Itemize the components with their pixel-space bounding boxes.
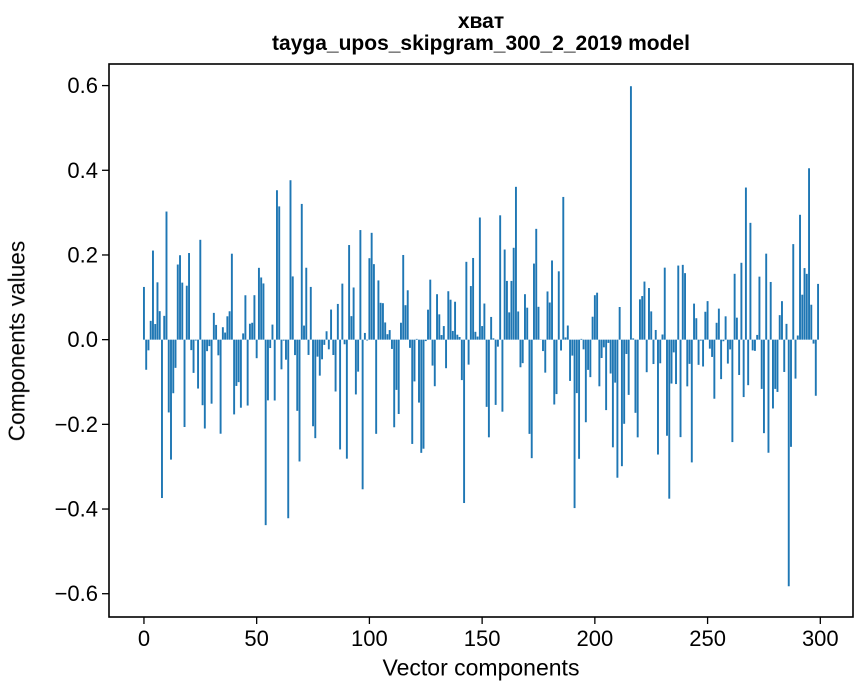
- svg-text:−0.2: −0.2: [55, 412, 98, 437]
- svg-text:−0.4: −0.4: [55, 497, 98, 522]
- svg-text:50: 50: [244, 626, 268, 651]
- svg-text:200: 200: [576, 626, 613, 651]
- svg-text:150: 150: [464, 626, 501, 651]
- svg-text:0.4: 0.4: [67, 158, 98, 183]
- svg-text:100: 100: [351, 626, 388, 651]
- svg-text:0: 0: [138, 626, 150, 651]
- svg-text:0.6: 0.6: [67, 73, 98, 98]
- svg-text:0.2: 0.2: [67, 242, 98, 267]
- svg-text:−0.6: −0.6: [55, 581, 98, 606]
- svg-text:250: 250: [689, 626, 726, 651]
- svg-text:300: 300: [802, 626, 839, 651]
- svg-text:0.0: 0.0: [67, 327, 98, 352]
